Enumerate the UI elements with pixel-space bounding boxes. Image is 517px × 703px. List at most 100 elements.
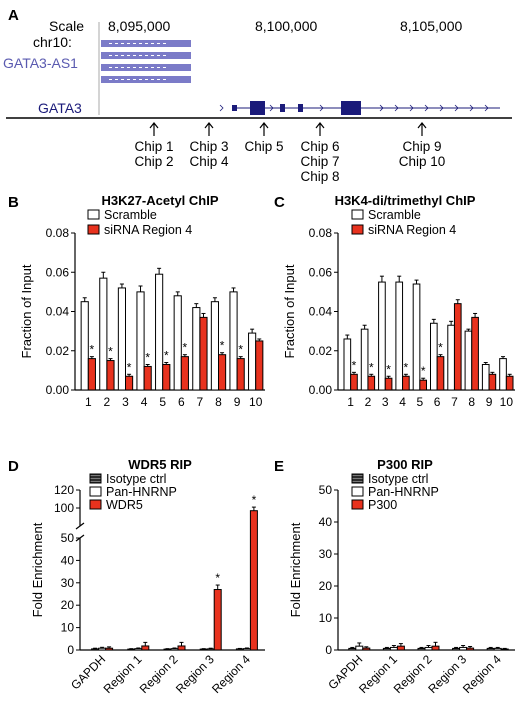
y-tick-label: 0	[67, 643, 74, 657]
bar-c-1-1	[343, 338, 352, 391]
chip-label: Chip 8	[300, 169, 339, 184]
significance-star: *	[404, 360, 409, 374]
x-tick-label: Region 3	[173, 652, 217, 696]
bar-b-1-2	[99, 277, 108, 391]
bar-b-2-2	[106, 360, 115, 391]
chrom-label: chr10:	[33, 34, 72, 50]
bar-e-1-4	[452, 647, 461, 651]
bar-c-2-1	[350, 373, 358, 391]
antisense-gene-track	[101, 40, 191, 83]
antisense-gene-label: GATA3-AS1	[3, 55, 78, 71]
y-tick-label: 30	[319, 547, 333, 561]
bar-e-3-4	[466, 647, 475, 651]
panel-d-label: D	[8, 458, 19, 475]
significance-star: *	[127, 360, 132, 374]
bar-b-2-8	[218, 354, 227, 391]
x-tick-label: 10	[500, 395, 514, 409]
legend-swatch-3	[351, 499, 364, 510]
bar-d-2-2	[134, 648, 143, 651]
y-tick-label: 40	[319, 515, 333, 529]
legend-swatch-1	[89, 473, 102, 484]
y-axis-label: Fraction of Input	[19, 264, 34, 358]
chip-site-arrow	[149, 122, 159, 136]
chip-label: Chip 5	[244, 139, 283, 154]
significance-star: *	[164, 349, 169, 363]
bar-c-1-10	[499, 358, 507, 391]
chip-site-arrow	[204, 122, 214, 136]
chip-site-3: Chip 5	[244, 122, 284, 154]
bar-c-1-4	[395, 281, 404, 391]
x-tick-label: 6	[178, 395, 185, 409]
bar-b-2-1	[87, 358, 96, 391]
panel-e-label: E	[274, 458, 284, 475]
legend-swatch-1	[351, 473, 364, 484]
bar-e-3-2	[396, 645, 405, 651]
legend-label-3: P300	[368, 498, 397, 512]
gene-exon	[232, 105, 237, 111]
chart-e-title: P300 RIP	[377, 457, 433, 472]
legend-label-2: siRNA Region 4	[104, 223, 192, 237]
chip-label: Chip 7	[300, 154, 339, 169]
legend-label-1: Isotype ctrl	[368, 472, 428, 486]
bar-b-1-1	[80, 301, 89, 391]
y-tick-label: 10	[319, 611, 333, 625]
legend-label-3: WDR5	[106, 498, 143, 512]
significance-star: *	[145, 350, 150, 364]
bar-d-3-3	[177, 645, 186, 651]
bar-e-1-1	[348, 647, 357, 651]
gene-exon	[341, 101, 361, 115]
bar-e-2-4	[459, 646, 468, 651]
significance-star: *	[438, 341, 443, 355]
y-tick-label: 20	[319, 579, 333, 593]
chart-c-title: H3K4-di/trimethyl ChIP	[335, 193, 476, 208]
bar-e-2-1	[355, 645, 364, 651]
bar-e-2-2	[389, 646, 398, 651]
gene-exon	[280, 104, 285, 112]
bar-e-1-3	[417, 647, 426, 651]
y-tick-label: 40	[61, 553, 75, 567]
significance-star: *	[108, 345, 113, 359]
bar-d-2-1	[98, 647, 107, 651]
bar-b-2-6	[180, 356, 189, 391]
bar-d-3-2	[141, 645, 150, 651]
significance-star: *	[90, 343, 95, 357]
bar-d-1-5	[235, 648, 244, 651]
position-label-3: 8,105,000	[400, 18, 462, 34]
bar-b-1-10	[248, 332, 257, 391]
bar-e-1-5	[486, 647, 495, 651]
chip-label: Chip 9	[402, 139, 441, 154]
bar-d-2-3	[170, 648, 179, 651]
chip-site-1: Chip 1 Chip 2	[134, 122, 174, 169]
gene-exon	[250, 101, 265, 115]
legend-label-2: siRNA Region 4	[368, 223, 456, 237]
panel-a-label: A	[8, 7, 19, 24]
significance-star: *	[252, 493, 257, 507]
legend-label-2: Pan-HNRNP	[368, 485, 439, 499]
gene-strand-arrows	[219, 104, 489, 112]
y-tick-label: 0.08	[309, 226, 333, 240]
chip-label: Chip 6	[300, 139, 339, 154]
y-tick-label: 30	[61, 576, 75, 590]
bar-e-3-1	[362, 647, 371, 651]
bar-d-1-2	[127, 648, 136, 651]
bar-c-2-5	[419, 379, 428, 391]
panel-a: A Scale chr10: 8,095,000 8,100,000 8,105…	[3, 7, 512, 184]
y-tick-label: 50	[319, 483, 333, 497]
x-tick-label: 1	[85, 395, 92, 409]
bar-b-1-3	[117, 287, 126, 391]
bar-b-1-9	[229, 291, 238, 391]
legend-swatch-1	[351, 209, 364, 220]
bar-d-2-4	[206, 648, 215, 651]
chip-site-arrow	[417, 122, 427, 136]
y-axis-label: Fold Enrichment	[30, 522, 45, 617]
panel-c-chart: C H3K4-di/trimethyl ChIP 0.00 0.02 0.04 0.06 0…	[274, 193, 515, 409]
x-tick-label: 9	[486, 395, 493, 409]
bar-c-2-4	[402, 375, 410, 391]
x-tick-label: 6	[434, 395, 441, 409]
bar-c-1-3	[378, 281, 386, 391]
bar-e-3-3	[431, 645, 440, 651]
x-tick-label: 8	[468, 395, 475, 409]
x-tick-label: 7	[197, 395, 204, 409]
significance-star: *	[421, 364, 426, 378]
